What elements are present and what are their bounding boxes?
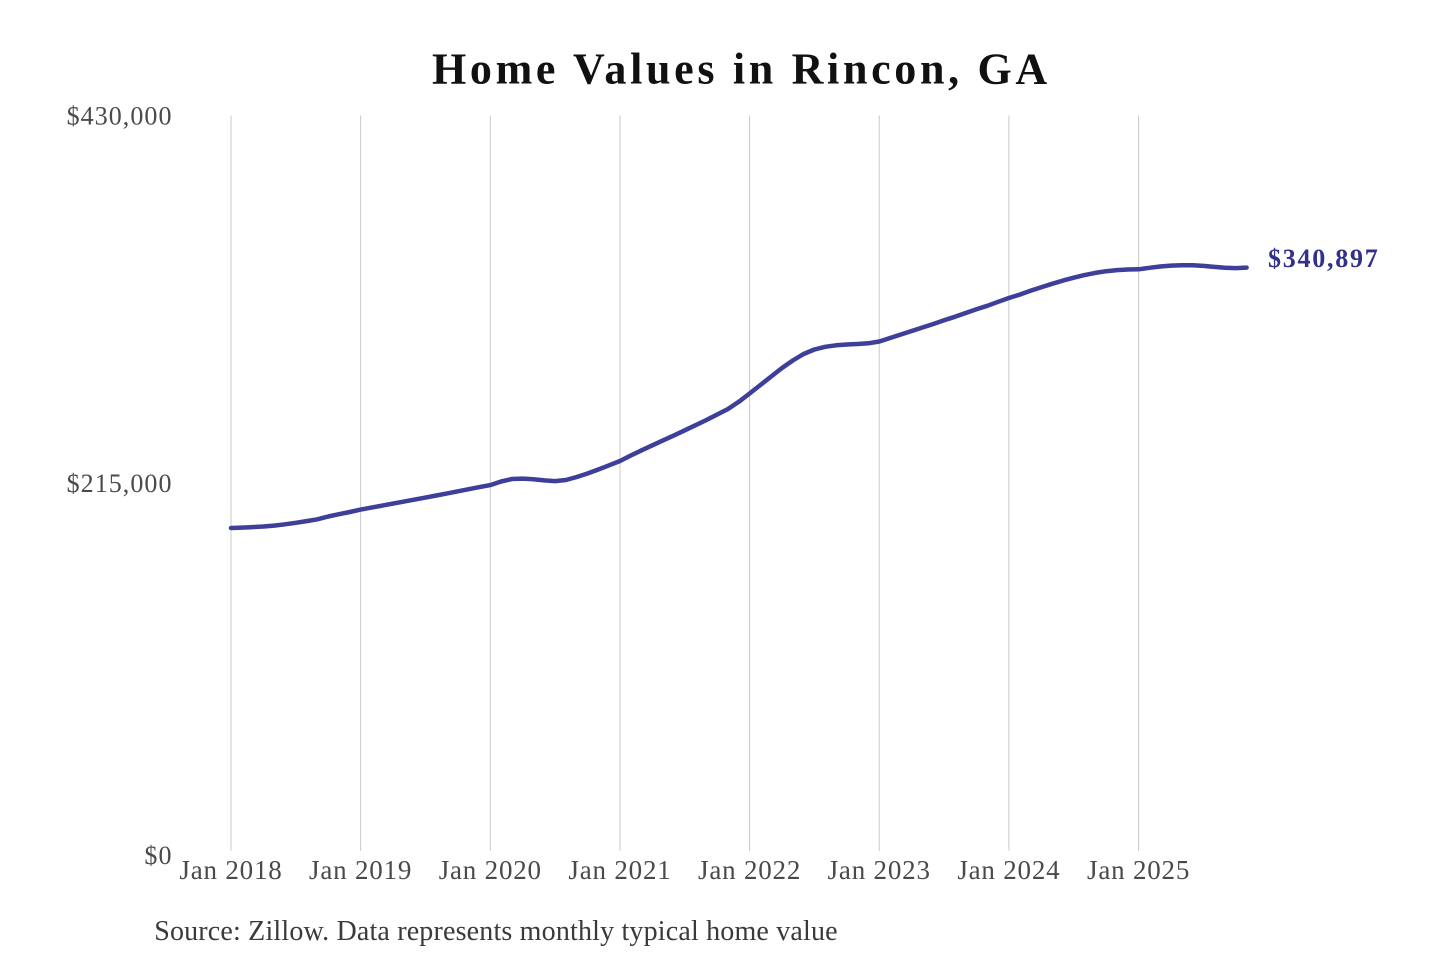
svg-text:Jan 2019: Jan 2019: [309, 855, 412, 885]
svg-text:Jan 2021: Jan 2021: [568, 855, 671, 885]
svg-text:$0: $0: [144, 841, 172, 870]
svg-text:$215,000: $215,000: [67, 469, 173, 498]
svg-text:Jan 2020: Jan 2020: [439, 855, 542, 885]
svg-text:Jan 2025: Jan 2025: [1087, 855, 1190, 885]
svg-text:Source: Zillow. Data represent: Source: Zillow. Data represents monthly …: [154, 916, 838, 947]
svg-text:Jan 2018: Jan 2018: [179, 855, 282, 885]
svg-text:Home Values in Rincon, GA: Home Values in Rincon, GA: [432, 44, 1051, 93]
svg-text:Jan 2022: Jan 2022: [698, 855, 801, 885]
svg-text:Jan 2024: Jan 2024: [957, 855, 1060, 885]
svg-text:$430,000: $430,000: [67, 101, 173, 130]
svg-text:$340,897: $340,897: [1268, 244, 1380, 273]
svg-text:Jan 2023: Jan 2023: [828, 855, 931, 885]
